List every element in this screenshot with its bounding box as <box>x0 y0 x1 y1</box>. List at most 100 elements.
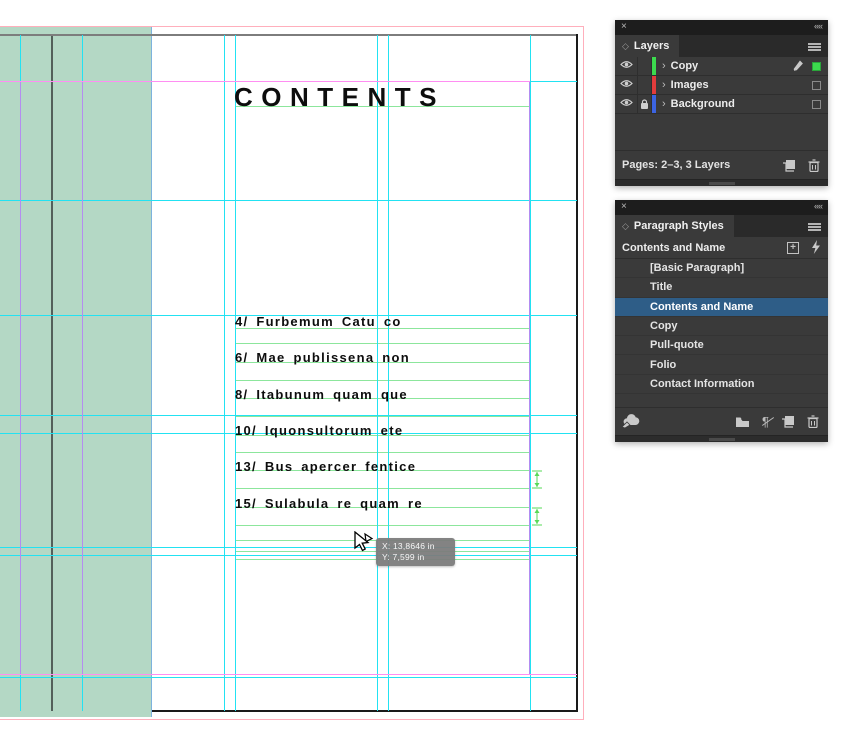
layer-row-background[interactable]: › Background <box>615 95 828 114</box>
tab-label: Paragraph Styles <box>633 220 724 232</box>
ruler-guide-horizontal[interactable] <box>0 433 577 434</box>
frame-edge-line <box>235 398 530 399</box>
ruler-guide-horizontal[interactable] <box>0 315 577 316</box>
page-title[interactable]: CONTENTS <box>234 82 445 112</box>
collapse-panel-icon[interactable]: «« <box>813 201 823 211</box>
selection-proxy-square[interactable] <box>812 61 821 71</box>
close-icon[interactable]: × <box>621 21 627 32</box>
style-row-basic-paragraph[interactable]: [Basic Paragraph] <box>615 259 828 279</box>
layers-tab-row: ◇ Layers <box>615 35 828 57</box>
contents-entry[interactable]: 13/ Bus apercer fentice <box>235 459 417 474</box>
frame-edge-line <box>235 106 530 107</box>
contents-entry[interactable]: 6/ Mae publissena non <box>235 350 410 365</box>
clear-overrides-icon[interactable]: ¶ <box>761 414 775 429</box>
paragraph-styles-panel: × «« ◇ Paragraph Styles Contents and Nam… <box>615 200 828 443</box>
ruler-guide-vertical[interactable] <box>235 35 236 711</box>
current-style-header: Contents and Name + <box>615 237 828 259</box>
panel-resize-strip[interactable] <box>615 179 828 186</box>
create-new-style-icon[interactable] <box>781 415 795 428</box>
column-guide <box>82 81 83 674</box>
style-row-pull-quote[interactable]: Pull-quote <box>615 336 828 356</box>
page-spine <box>51 35 53 711</box>
panel-cycle-icon: ◇ <box>622 40 629 51</box>
delete-layer-icon[interactable] <box>808 158 820 172</box>
layers-panel: × «« ◇ Layers › Copy › Images <box>615 20 828 186</box>
visibility-eye-icon[interactable] <box>615 98 637 110</box>
layers-panel-titlebar: × «« <box>615 20 828 35</box>
frame-edge-line <box>235 435 530 436</box>
bleed-guide-right <box>583 26 584 720</box>
layers-status-bar: Pages: 2–3, 3 Layers <box>615 150 828 179</box>
column-guide <box>20 81 21 674</box>
disclosure-icon[interactable]: › <box>662 79 666 91</box>
styles-empty-area <box>615 394 828 407</box>
ruler-guide-horizontal[interactable] <box>0 415 577 416</box>
layer-color-bar <box>652 76 656 94</box>
layer-row-images[interactable]: › Images <box>615 76 828 95</box>
disclosure-icon[interactable]: › <box>662 60 666 72</box>
spacing-indicator-arrow <box>532 470 542 489</box>
bleed-guide-bottom <box>0 719 584 720</box>
lock-cell[interactable] <box>637 76 652 94</box>
visibility-eye-icon[interactable] <box>615 60 637 72</box>
contents-entry[interactable]: 10/ Iquonsultorum ete <box>235 423 404 438</box>
delete-style-icon[interactable] <box>807 415 819 429</box>
create-style-plus-icon[interactable]: + <box>787 241 799 254</box>
ruler-guide-vertical[interactable] <box>530 35 531 711</box>
spacing-indicator-arrow <box>532 507 542 526</box>
layer-color-bar <box>652 95 656 113</box>
ruler-guide-horizontal[interactable] <box>0 555 577 556</box>
pen-edit-icon <box>792 59 804 74</box>
panel-menu-icon[interactable] <box>808 223 821 225</box>
layer-row-copy[interactable]: › Copy <box>615 57 828 76</box>
collapse-panel-icon[interactable]: «« <box>813 21 823 31</box>
margin-guide-bottom <box>0 674 577 675</box>
frame-edge-line <box>235 380 530 381</box>
style-row-contact-information[interactable]: Contact Information <box>615 375 828 395</box>
style-row-contents-and-name[interactable]: Contents and Name <box>615 297 828 317</box>
page-edge-bottom <box>152 710 578 712</box>
contents-entry[interactable]: 8/ Itabunum quam que <box>235 387 408 402</box>
style-row-copy[interactable]: Copy <box>615 317 828 337</box>
frame-edge-line <box>235 507 530 508</box>
tooltip-x-value: X: 13,8646 in <box>382 541 435 551</box>
style-group-folder-icon[interactable] <box>735 416 750 428</box>
ruler-guide-horizontal[interactable] <box>0 677 577 678</box>
close-icon[interactable]: × <box>621 201 627 212</box>
contents-entry[interactable]: 15/ Sulabula re quam re <box>235 496 423 511</box>
frame-edge-line <box>235 362 530 363</box>
ruler-guide-vertical[interactable] <box>377 35 378 711</box>
ruler-guide-horizontal[interactable] <box>0 547 577 548</box>
ruler-guide-vertical[interactable] <box>388 35 389 711</box>
tab-layers[interactable]: ◇ Layers <box>615 35 680 57</box>
quick-apply-lightning-icon[interactable] <box>811 240 821 255</box>
frame-edge-line <box>235 470 530 471</box>
style-row-title[interactable]: Title <box>615 278 828 298</box>
cc-libraries-cloud-icon[interactable] <box>621 413 642 431</box>
visibility-eye-icon[interactable] <box>615 79 637 91</box>
background-image-frame[interactable] <box>0 27 152 717</box>
panel-menu-icon[interactable] <box>808 43 821 45</box>
layer-color-bar <box>652 57 656 75</box>
selection-proxy-square[interactable] <box>812 80 821 90</box>
lock-icon[interactable] <box>637 95 652 113</box>
contents-entry[interactable]: 4/ Furbemum Catu co <box>235 314 402 329</box>
transform-tooltip: X: 13,8646 in Y: 7,599 in <box>376 538 455 566</box>
selection-proxy-square[interactable] <box>812 99 821 109</box>
style-row-folio[interactable]: Folio <box>615 355 828 375</box>
lock-cell[interactable] <box>637 57 652 75</box>
paragraph-styles-tab-row: ◇ Paragraph Styles <box>615 215 828 237</box>
pages-status-text: Pages: 2–3, 3 Layers <box>622 159 731 171</box>
layers-empty-area <box>615 114 828 150</box>
frame-edge-line <box>235 452 530 453</box>
panel-resize-strip[interactable] <box>615 435 828 443</box>
disclosure-icon[interactable]: › <box>662 98 666 110</box>
document-canvas: CONTENTS 4/ Furbemum Catu co 6/ Mae publ… <box>0 26 584 720</box>
tab-paragraph-styles[interactable]: ◇ Paragraph Styles <box>615 215 734 237</box>
ruler-guide-vertical[interactable] <box>224 35 225 711</box>
ruler-guide-horizontal[interactable] <box>0 200 577 201</box>
frame-edge-line <box>235 343 530 344</box>
page-edge-right <box>576 34 578 712</box>
new-layer-icon[interactable] <box>782 159 796 172</box>
paragraph-styles-titlebar: × «« <box>615 200 828 215</box>
